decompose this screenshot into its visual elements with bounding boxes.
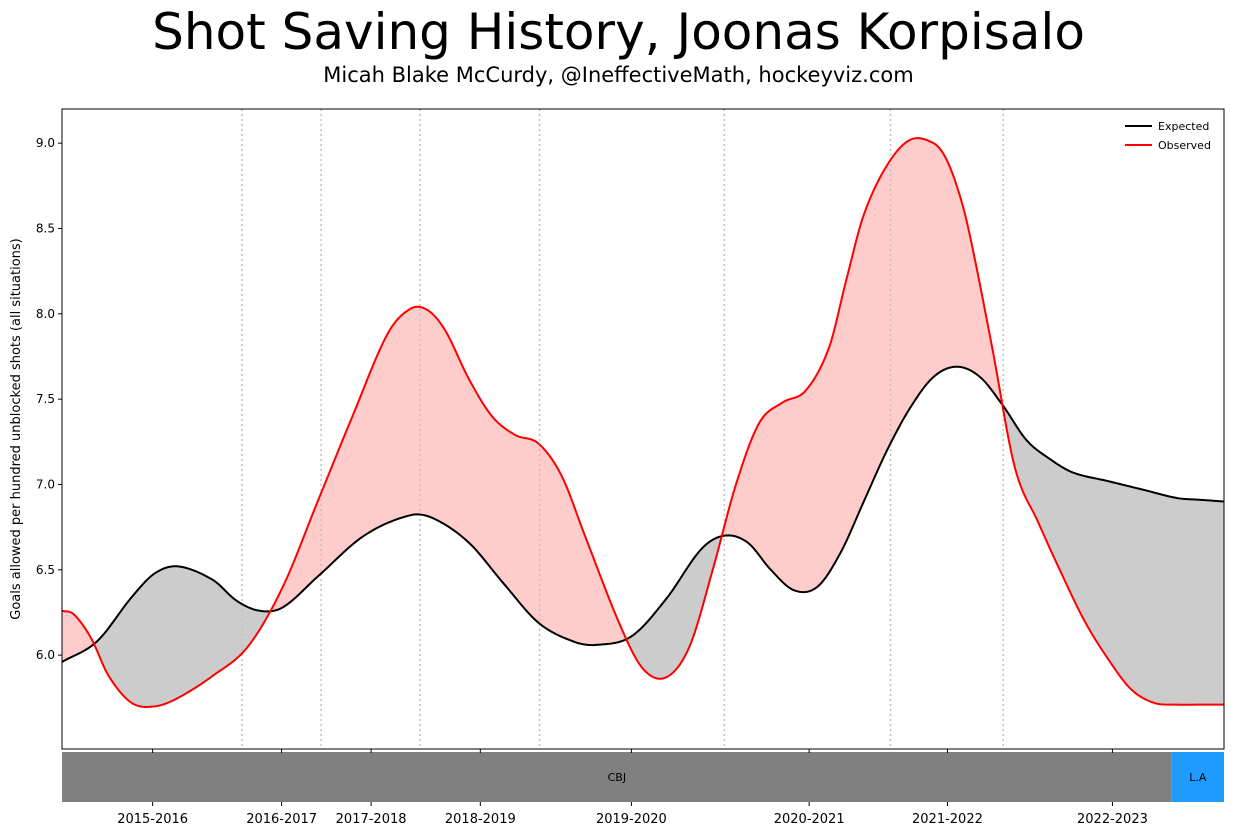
season-dividers bbox=[241, 109, 1004, 749]
x-tick-label: 2020-2021 bbox=[774, 812, 845, 827]
y-axis-label: Goals allowed per hundred unblocked shot… bbox=[9, 238, 24, 620]
x-tick-label: 2017-2018 bbox=[336, 812, 407, 827]
fill-better-than-expected bbox=[626, 536, 722, 679]
observed-line bbox=[61, 137, 1224, 708]
chart-title: Shot Saving History, Joonas Korpisalo bbox=[152, 3, 1085, 61]
y-tick-label: 8.0 bbox=[36, 307, 55, 321]
legend: Expected Observed bbox=[1125, 120, 1211, 152]
team-bar: CBJ L.A bbox=[62, 752, 1224, 802]
series-lines bbox=[61, 137, 1225, 708]
fill-better-than-expected bbox=[1002, 404, 1224, 705]
difference-fills bbox=[62, 138, 1224, 707]
x-tick-label: 2019-2020 bbox=[596, 812, 667, 827]
y-tick-label: 6.5 bbox=[36, 563, 55, 577]
y-tick-label: 6.0 bbox=[36, 648, 55, 662]
team-label: L.A bbox=[1189, 771, 1207, 784]
x-tick-label: 2021-2022 bbox=[912, 812, 983, 827]
plot-frame bbox=[61, 108, 1225, 750]
legend-observed-label: Observed bbox=[1158, 139, 1211, 152]
legend-expected-label: Expected bbox=[1158, 120, 1209, 133]
x-axis: 2015-2016 2016-2017 2017-2018 2018-2019 2019… bbox=[117, 749, 1148, 827]
x-tick-label: 2015-2016 bbox=[117, 812, 188, 827]
y-tick-label: 9.0 bbox=[36, 136, 55, 150]
chart-subtitle: Micah Blake McCurdy, @IneffectiveMath, h… bbox=[323, 63, 914, 87]
x-tick-label: 2018-2019 bbox=[445, 812, 516, 827]
y-tick-label: 7.5 bbox=[36, 392, 55, 406]
x-tick-label: 2022-2023 bbox=[1077, 812, 1148, 827]
fill-better-than-expected bbox=[94, 566, 271, 707]
team-segment-la bbox=[1171, 752, 1224, 802]
y-tick-label: 8.5 bbox=[36, 221, 55, 235]
expected-line bbox=[61, 365, 1225, 663]
team-segment-cbj bbox=[62, 752, 1172, 802]
fill-worse-than-expected bbox=[721, 138, 1003, 593]
team-label: CBJ bbox=[608, 771, 626, 784]
x-tick-label: 2016-2017 bbox=[246, 812, 317, 827]
fill-worse-than-expected bbox=[270, 306, 627, 646]
y-axis: 6.0 6.5 7.0 7.5 8.0 8.5 9.0 bbox=[36, 136, 62, 662]
y-tick-label: 7.0 bbox=[36, 477, 55, 491]
